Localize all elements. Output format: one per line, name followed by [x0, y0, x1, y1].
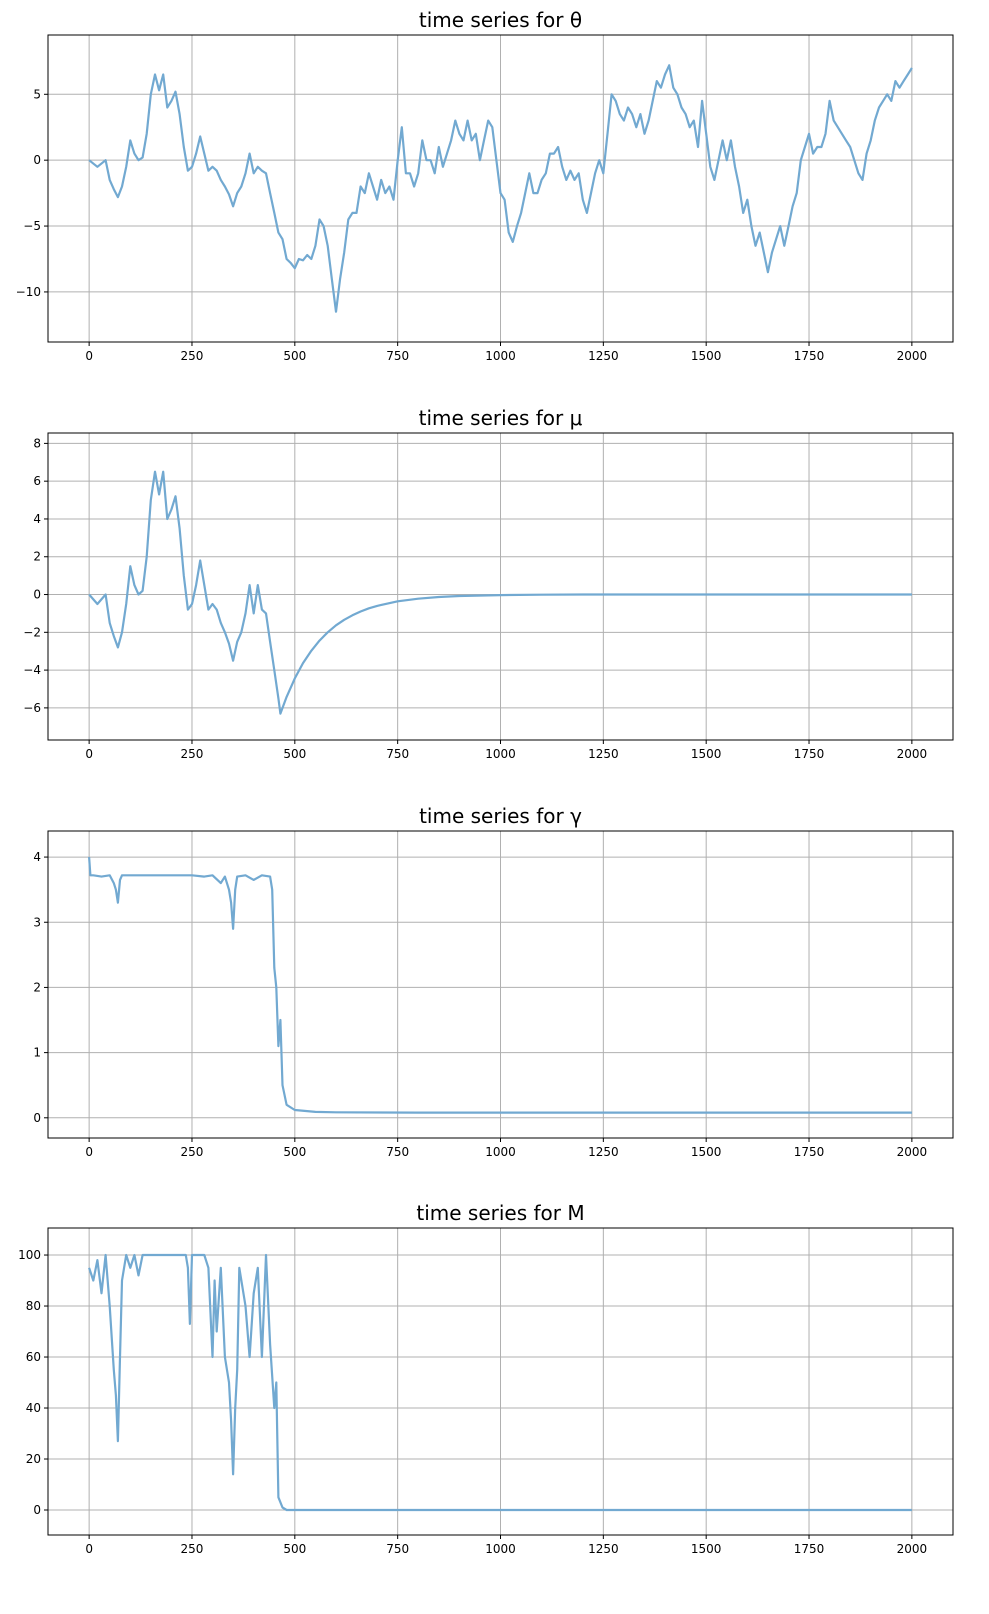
series-line: [88, 1253, 912, 1512]
x-tick-label: 250: [181, 1542, 204, 1556]
x-tick-label: 0: [85, 747, 93, 761]
y-tick-label: 60: [26, 1350, 41, 1364]
y-tick-label: 20: [26, 1452, 41, 1466]
y-tick-label: 6: [33, 474, 41, 488]
x-tick-label: 750: [386, 747, 409, 761]
y-tick-label: −2: [23, 625, 41, 639]
x-tick-label: 1000: [485, 1542, 516, 1556]
y-tick-label: 4: [33, 512, 41, 526]
x-tick-label: 500: [283, 747, 306, 761]
x-tick-label: 500: [283, 349, 306, 363]
y-tick-label: −6: [23, 701, 41, 715]
x-tick-label: 1250: [588, 1542, 619, 1556]
chart-title: time series for θ: [419, 8, 582, 32]
y-tick-label: 3: [33, 915, 41, 929]
axes-frame: [47, 432, 954, 741]
x-tick-label: 1500: [691, 747, 722, 761]
x-tick-label: 1000: [485, 747, 516, 761]
y-tick-label: −10: [16, 285, 41, 299]
x-tick-label: 1750: [794, 747, 825, 761]
y-tick-label: 8: [33, 436, 41, 450]
x-tick-label: 2000: [897, 1542, 928, 1556]
x-tick-label: 1000: [485, 349, 516, 363]
axes-frame: [47, 830, 954, 1139]
subplot-2: time series for γ 0 250 500 750 1000 1250 1500 1…: [33, 804, 954, 1159]
x-tick-label: 0: [85, 1145, 93, 1159]
y-tick-label: 1: [33, 1046, 41, 1060]
x-tick-label: 250: [181, 1145, 204, 1159]
series-line: [88, 470, 912, 715]
chart-title: time series for M: [416, 1201, 584, 1225]
x-tick-label: 1250: [588, 747, 619, 761]
x-tick-label: 1750: [794, 1542, 825, 1556]
x-tick-label: 2000: [897, 349, 928, 363]
y-tick-label: 0: [33, 1503, 41, 1517]
x-tick-label: 1500: [691, 1542, 722, 1556]
chart-title: time series for μ: [419, 406, 583, 430]
y-tick-label: 0: [33, 153, 41, 167]
x-tick-label: 750: [386, 1542, 409, 1556]
series-line: [88, 64, 913, 313]
series-line: [88, 857, 912, 1114]
x-tick-label: 250: [181, 747, 204, 761]
x-tick-label: 1500: [691, 1145, 722, 1159]
y-tick-label: 5: [33, 87, 41, 101]
subplot-1: time series for μ 0 250 500 750 1000 1250 1500 1…: [23, 406, 954, 761]
y-tick-label: −5: [23, 219, 41, 233]
subplot-0: time series for θ 0 250 500 750 1000 1250 1500 1…: [16, 8, 954, 363]
y-tick-label: −4: [23, 663, 41, 677]
y-tick-label: 0: [33, 1111, 41, 1125]
y-tick-label: 2: [33, 980, 41, 994]
axes-frame: [47, 34, 954, 343]
y-tick-label: 40: [26, 1401, 41, 1415]
x-tick-label: 500: [283, 1542, 306, 1556]
x-tick-label: 1250: [588, 349, 619, 363]
x-tick-label: 0: [85, 1542, 93, 1556]
axes-frame: [47, 1227, 954, 1536]
x-tick-label: 1000: [485, 1145, 516, 1159]
y-tick-label: 80: [26, 1299, 41, 1313]
y-tick-label: 0: [33, 588, 41, 602]
y-tick-label: 2: [33, 550, 41, 564]
x-tick-label: 500: [283, 1145, 306, 1159]
y-tick-label: 100: [18, 1248, 41, 1262]
subplot-3: time series for M0 250 500 750 1000 1250 1500 1…: [18, 1201, 954, 1556]
chart-title: time series for γ: [419, 804, 582, 828]
x-tick-label: 1250: [588, 1145, 619, 1159]
y-tick-label: 4: [33, 850, 41, 864]
x-tick-label: 250: [181, 349, 204, 363]
x-tick-label: 1750: [794, 1145, 825, 1159]
x-tick-label: 1500: [691, 349, 722, 363]
x-tick-label: 1750: [794, 349, 825, 363]
x-tick-label: 2000: [897, 1145, 928, 1159]
x-tick-label: 750: [386, 349, 409, 363]
x-tick-label: 750: [386, 1145, 409, 1159]
x-tick-label: 2000: [897, 747, 928, 761]
x-tick-label: 0: [85, 349, 93, 363]
